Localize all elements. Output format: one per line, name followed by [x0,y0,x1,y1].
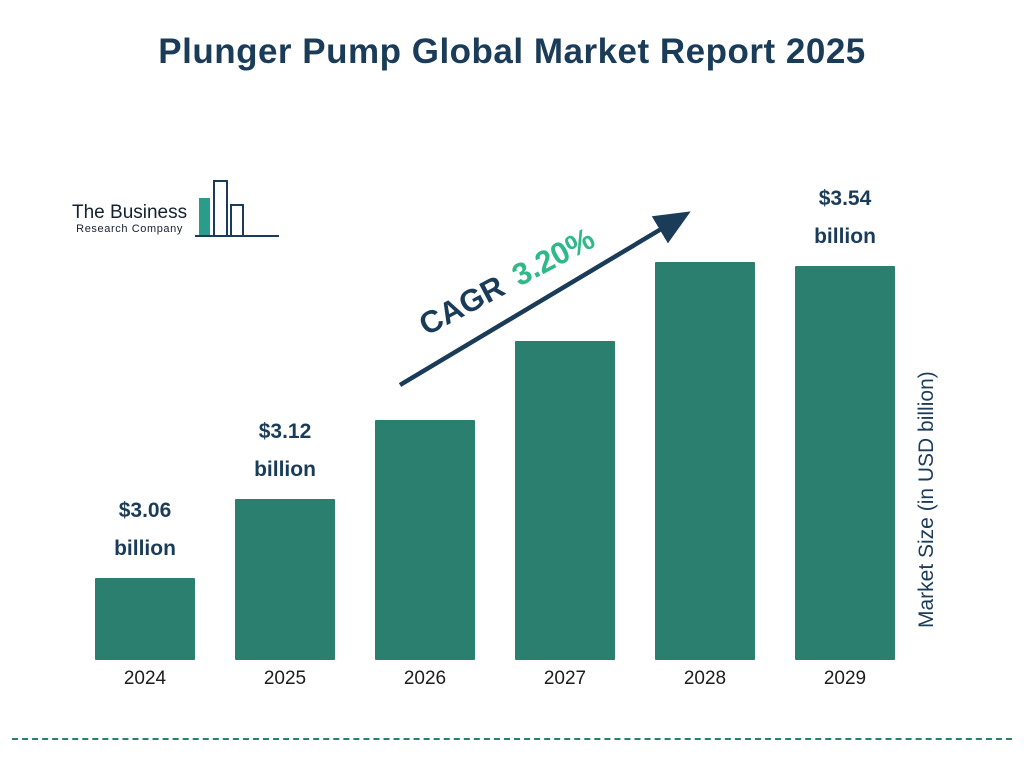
bar-group [655,180,755,660]
x-axis-label: 2029 [823,668,867,689]
bar-group: $3.12 billion [235,180,335,660]
x-axis-label: 2024 [123,668,167,689]
x-axis-label: 2026 [403,668,447,689]
bar-chart-logo-icon [195,180,280,237]
bar-2026 [375,420,475,660]
logo-name-line1: The Business [72,201,188,223]
bar-2025 [235,499,335,660]
x-axis-label: 2025 [263,668,307,689]
bar-value-label: $3.54 billion [814,187,876,248]
page-title: Plunger Pump Global Market Report 2025 [158,32,866,71]
bar-chart-area: $3.06 billion $3.12 billion $3.54 billion [95,180,895,660]
y-axis-title: Market Size (in USD billion) [915,371,938,629]
bar-value-label: $3.06 billion [114,499,176,560]
bar-group: $3.06 billion [95,180,195,660]
bar-value-label: $3.12 billion [254,420,316,481]
bar-2029 [795,266,895,660]
x-axis-label: 2028 [683,668,727,689]
footer-dashed-divider [12,738,1012,740]
bar-group [515,180,615,660]
bar-group: $3.54 billion [795,180,895,660]
x-axis-label: 2027 [543,668,587,689]
company-logo: The Business Research Company [72,178,281,240]
bar-2027 [515,341,615,660]
logo-name-line2: Research Company [76,223,183,236]
x-axis-labels: 2024 2025 2026 2027 2028 2029 [95,668,895,690]
logo-text: The Business Research Company [72,202,187,240]
growth-arrow-icon [398,211,691,387]
bar-2024 [95,578,195,660]
bar-2028 [655,262,755,660]
bar-group [375,180,475,660]
